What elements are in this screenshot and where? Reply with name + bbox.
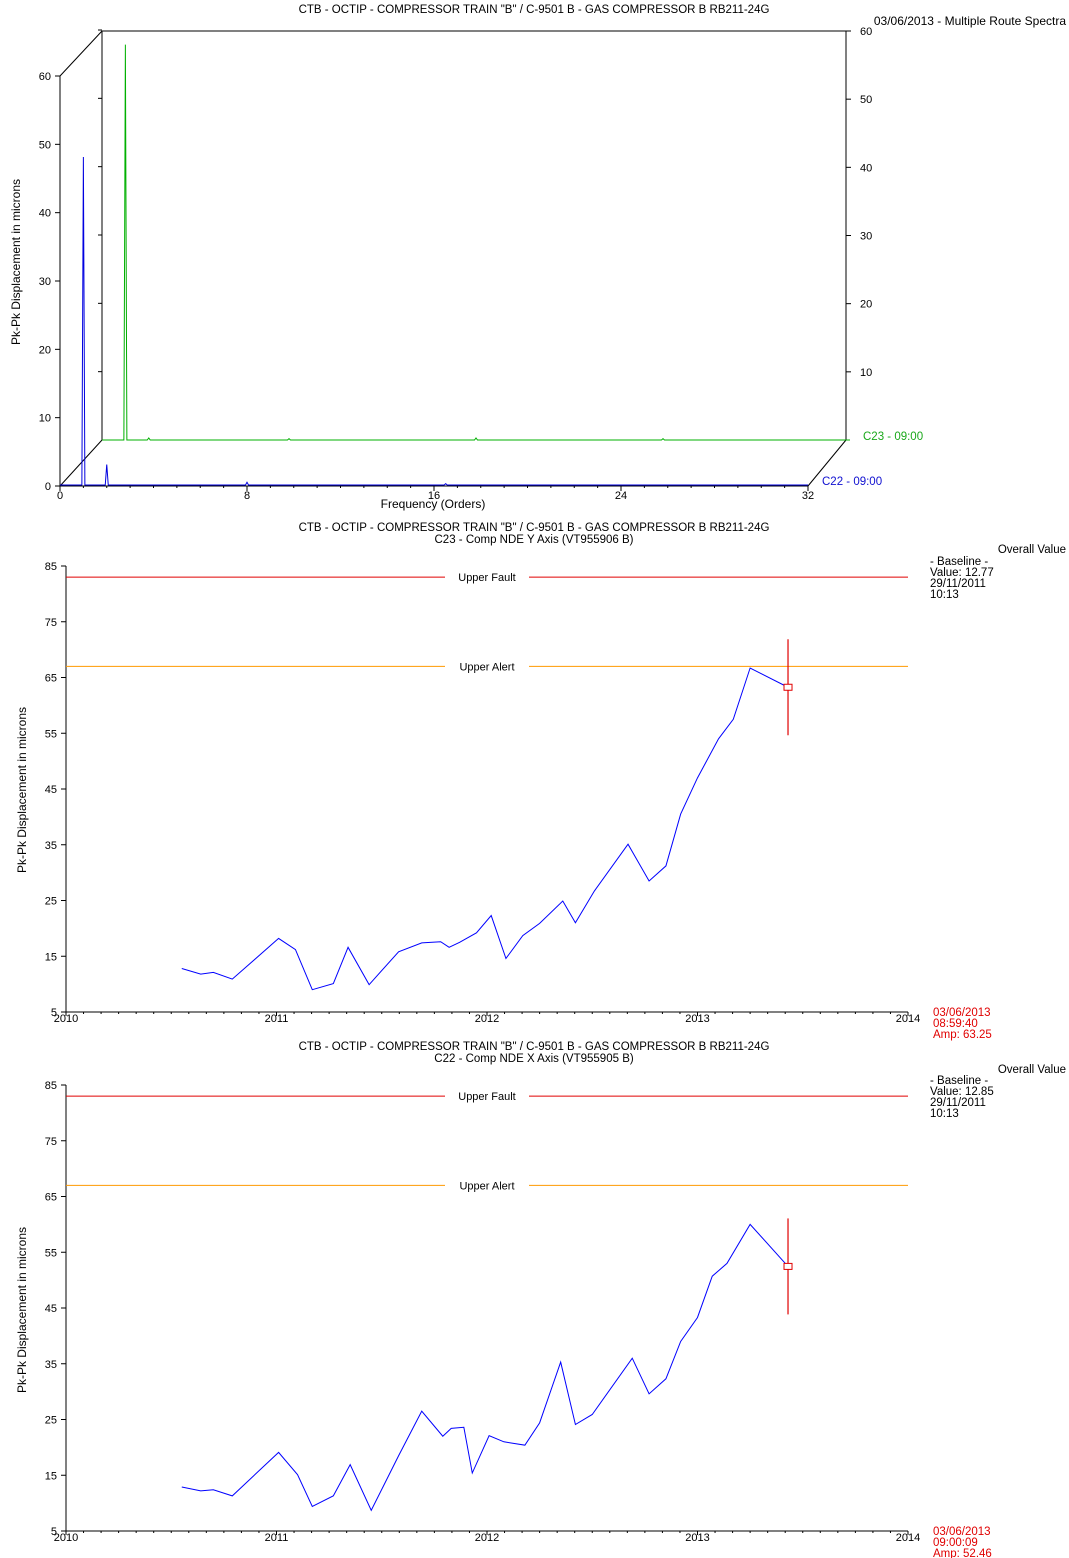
spectra-x-tick-label: 8 — [244, 490, 250, 502]
spectra-left-tick-label: 30 — [39, 276, 51, 288]
spectra-x-tick-label: 24 — [615, 490, 627, 502]
spectra-subtitle: 03/06/2013 - Multiple Route Spectra — [874, 14, 1066, 28]
trend2-baseline-time: 10:13 — [930, 1108, 959, 1120]
trend2-y-tick-label: 25 — [45, 1415, 57, 1427]
spectra-right-tick-label: 20 — [860, 299, 872, 311]
spectra-left-tick-label: 0 — [45, 481, 51, 493]
spectra-right-tick-label: 30 — [860, 231, 872, 243]
trend2-x-tick-label: 2013 — [685, 1532, 709, 1544]
trend2-y-axis-label: Pk-Pk Displacement in microns — [15, 1227, 29, 1393]
trend1-x-tick-label: 2013 — [685, 1013, 709, 1025]
spectra-title: CTB - OCTIP - COMPRESSOR TRAIN "B" / C-9… — [299, 4, 770, 16]
trend2-upper-alert-label: Upper Alert — [459, 1180, 514, 1192]
spectra-depth-edge-bottom-right — [807, 439, 847, 487]
trend2-y-tick-label: 45 — [45, 1303, 57, 1315]
trend2-x-tick-label: 2010 — [54, 1532, 78, 1544]
trend1-baseline-date: 29/11/2011 — [930, 578, 986, 590]
spectrum-c23-line — [102, 44, 850, 441]
trend1-y-tick-label: 35 — [45, 840, 57, 852]
trend1-x-tick-label: 2014 — [896, 1013, 920, 1025]
trend2-trend-line — [181, 1223, 789, 1512]
trend2-baseline-label: - Baseline - — [930, 1075, 988, 1087]
trend1-y-tick-label: 5 — [51, 1007, 57, 1019]
trend1-y-tick-label: 65 — [45, 673, 57, 685]
trend1-trend-line — [181, 667, 789, 991]
trend1-cursor-marker — [783, 683, 793, 691]
trend1-baseline-time: 10:13 — [930, 589, 959, 601]
spectra-right-tick-label: 10 — [860, 367, 872, 379]
trend2-baseline-value: Value: 12.85 — [930, 1086, 994, 1098]
spectra-x-tick-label: 0 — [57, 490, 63, 502]
trend1-y-tick-label: 15 — [45, 951, 57, 963]
trend2-cursor-marker — [783, 1262, 793, 1270]
trend2-alert-label-bg — [445, 1179, 529, 1191]
trend2-y-tick-label: 15 — [45, 1470, 57, 1482]
trend2-cursor-amp: Amp: 52.46 — [933, 1548, 992, 1558]
trend1-x-tick-label: 2010 — [54, 1013, 78, 1025]
spectra-right-tick-label: 60 — [860, 26, 872, 38]
spectra-right-tick-label: 40 — [860, 162, 872, 174]
spectra-back-series-label: C23 - 09:00 — [863, 431, 923, 443]
trend1-y-tick-label: 75 — [45, 617, 57, 629]
trend1-cursor-time: 08:59:40 — [933, 1018, 978, 1030]
trend1-y-tick-label: 55 — [45, 728, 57, 740]
spectra-depth-edge-top — [59, 30, 103, 77]
trend2-title: CTB - OCTIP - COMPRESSOR TRAIN "B" / C-9… — [299, 1041, 770, 1053]
trend1-y-axis-label: Pk-Pk Displacement in microns — [15, 707, 29, 873]
trend2-x-tick-label: 2011 — [265, 1532, 289, 1544]
spectrum-c22-line — [60, 156, 808, 486]
trend1-subtitle: C23 - Comp NDE Y Axis (VT955906 B) — [435, 534, 634, 546]
spectra-front-series-label: C22 - 09:00 — [822, 476, 882, 488]
spectra-left-tick-label: 20 — [39, 344, 51, 356]
trend1-cursor-amp: Amp: 63.25 — [933, 1029, 992, 1041]
trend2-baseline-date: 29/11/2011 — [930, 1097, 986, 1109]
trend1-cursor-date: 03/06/2013 — [933, 1007, 991, 1019]
trend1-y-tick-label: 25 — [45, 896, 57, 908]
spectra-left-tick-label: 10 — [39, 413, 51, 425]
trend2-y-tick-label: 85 — [45, 1080, 57, 1092]
spectra-y-axis-label: Pk-Pk Displacement in microns — [9, 179, 23, 345]
trend2-y-tick-label: 35 — [45, 1359, 57, 1371]
spectra-left-tick-label: 60 — [39, 71, 51, 83]
trend1-upper-alert-label: Upper Alert — [459, 661, 514, 673]
trend1-baseline-value: Value: 12.77 — [930, 567, 994, 579]
trend2-y-tick-label: 5 — [51, 1526, 57, 1538]
spectra-left-tick-label: 40 — [39, 208, 51, 220]
trend-chart-c22: CTB - OCTIP - COMPRESSOR TRAIN "B" / C-9… — [15, 1041, 1066, 1558]
trend1-y-tick-label: 45 — [45, 784, 57, 796]
trend1-alert-label-bg — [445, 660, 529, 672]
spectra-left-tick-label: 50 — [39, 139, 51, 151]
trend1-upper-fault-label: Upper Fault — [458, 572, 515, 584]
trend2-cursor-date: 03/06/2013 — [933, 1526, 991, 1538]
trend2-subtitle: C22 - Comp NDE X Axis (VT955905 B) — [434, 1053, 634, 1065]
trend-chart-c23: CTB - OCTIP - COMPRESSOR TRAIN "B" / C-9… — [15, 522, 1066, 1041]
trend1-fault-label-bg — [445, 571, 529, 583]
trend2-y-tick-label: 55 — [45, 1247, 57, 1259]
trend1-overall-heading: Overall Value — [998, 544, 1066, 556]
trend2-y-tick-label: 65 — [45, 1192, 57, 1204]
trend1-title: CTB - OCTIP - COMPRESSOR TRAIN "B" / C-9… — [299, 522, 770, 534]
trend2-x-tick-label: 2012 — [475, 1532, 499, 1544]
spectra-x-tick-label: 16 — [428, 490, 440, 502]
trend2-cursor-time: 09:00:09 — [933, 1537, 978, 1549]
spectra-right-tick-label: 50 — [860, 94, 872, 106]
spectra-back-frame — [101, 30, 847, 440]
spectra-depth-edge-bottom-left — [59, 439, 103, 487]
trend2-upper-fault-label: Upper Fault — [458, 1091, 515, 1103]
trend1-baseline-label: - Baseline - — [930, 556, 988, 568]
trend1-y-tick-label: 85 — [45, 561, 57, 573]
trend2-x-tick-label: 2014 — [896, 1532, 920, 1544]
spectra-x-tick-label: 32 — [802, 490, 814, 502]
trend2-y-tick-label: 75 — [45, 1136, 57, 1148]
trend2-overall-heading: Overall Value — [998, 1064, 1066, 1076]
trend1-x-tick-label: 2011 — [265, 1013, 289, 1025]
trend1-x-tick-label: 2012 — [475, 1013, 499, 1025]
waterfall-spectra-chart: CTB - OCTIP - COMPRESSOR TRAIN "B" / C-9… — [9, 4, 1066, 511]
spectra-x-axis-label: Frequency (Orders) — [381, 497, 486, 511]
trend2-fault-label-bg — [445, 1090, 529, 1102]
